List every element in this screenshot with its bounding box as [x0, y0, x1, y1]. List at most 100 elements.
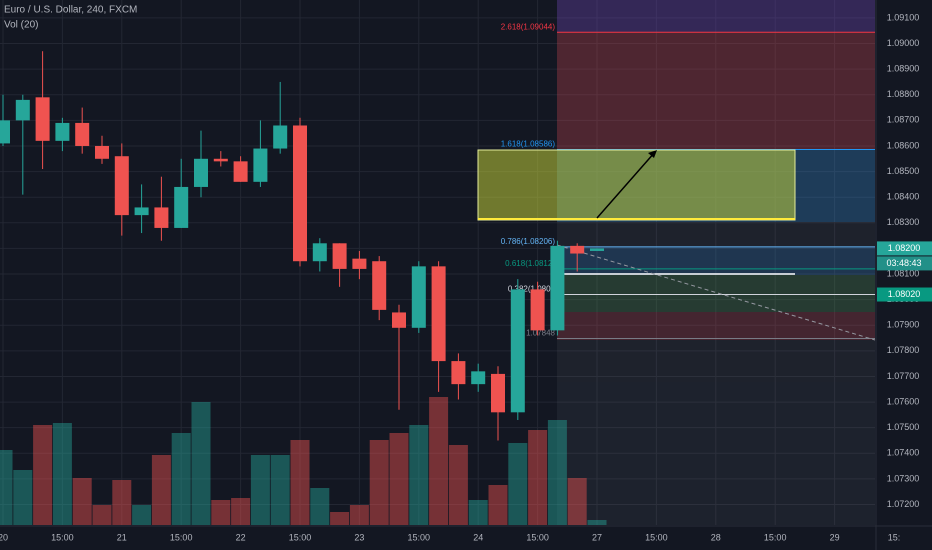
- volume-bar: [349, 505, 369, 525]
- candle-body: [411, 266, 426, 328]
- y-tick-label: 1.09100: [887, 12, 920, 22]
- candle-body: [491, 373, 505, 413]
- candle-body: [0, 120, 10, 144]
- volume-bar: [389, 433, 409, 525]
- volume-bar: [567, 478, 587, 525]
- fib-zone: [557, 32, 875, 149]
- y-tick-label: 1.07900: [887, 320, 920, 330]
- candle-body: [75, 122, 90, 146]
- volume-bar: [468, 500, 488, 525]
- candle-body: [35, 97, 50, 141]
- candle-body: [154, 207, 169, 228]
- y-tick-label: 1.08800: [887, 89, 920, 99]
- candle-body: [590, 248, 604, 251]
- volume-bar: [250, 455, 270, 525]
- y-tick-label: 1.08500: [887, 166, 920, 176]
- candle-body: [550, 245, 565, 331]
- x-tick-label: 22: [236, 532, 246, 542]
- y-tick-label: 1.08600: [887, 140, 920, 150]
- y-tick-label: 1.07200: [887, 499, 920, 509]
- candle-body: [332, 243, 347, 269]
- y-tick-label: 1.08400: [887, 192, 920, 202]
- volume-bar: [112, 480, 132, 525]
- volume-bar: [587, 520, 607, 525]
- candle-body: [352, 258, 367, 269]
- candle-body: [15, 99, 30, 121]
- volume-bar: [409, 425, 429, 525]
- volume-bar: [92, 505, 112, 525]
- volume-bar: [0, 450, 13, 525]
- fib-zone: [557, 0, 875, 32]
- x-tick-label: 15:00: [289, 532, 312, 542]
- target-box: [477, 149, 796, 221]
- fib-label: 0.618(1.0812): [505, 259, 555, 268]
- fib-label: 2.618(1.09044): [501, 22, 556, 31]
- projection-area: [557, 0, 875, 525]
- y-tick-label: 1.07500: [887, 422, 920, 432]
- y-tick-label: 1.07400: [887, 448, 920, 458]
- countdown-tag: [877, 256, 932, 271]
- price-tag-label: 1.08020: [888, 289, 921, 299]
- candle-body: [174, 186, 189, 228]
- chart-title: Euro / U.S. Dollar, 240, FXCM: [4, 5, 137, 16]
- candle-body: [253, 148, 268, 182]
- volume-bar: [547, 420, 567, 525]
- volume-bar: [33, 425, 53, 525]
- y-tick-label: 1.08300: [887, 217, 920, 227]
- x-tick-label: 15:00: [51, 532, 74, 542]
- candle-body: [372, 261, 387, 310]
- fib-zone: [557, 247, 875, 275]
- volume-layer: [0, 397, 607, 525]
- x-tick-label: 21: [117, 532, 127, 542]
- x-tick-label: 20: [0, 532, 8, 542]
- candle-body: [114, 156, 129, 216]
- volume-bar: [290, 440, 310, 525]
- volume-bar: [52, 423, 72, 525]
- volume-bar: [528, 430, 548, 525]
- candle-body: [510, 289, 525, 413]
- countdown-label: 03:48:43: [886, 258, 921, 268]
- candle-body: [213, 158, 228, 162]
- x-tick-label: 15:00: [764, 532, 787, 542]
- x-tick-label: 27: [592, 532, 602, 542]
- y-tick-label: 1.08700: [887, 115, 920, 125]
- x-tick-label: 15:: [888, 532, 901, 542]
- candle-body: [273, 125, 288, 149]
- y-tick-label: 1.07800: [887, 345, 920, 355]
- y-tick-label: 1.08100: [887, 268, 920, 278]
- candle-body: [451, 361, 466, 385]
- volume-bar: [448, 445, 468, 525]
- x-tick-label: 15:00: [645, 532, 668, 542]
- fib-zone: [557, 275, 875, 312]
- x-tick-label: 24: [473, 532, 483, 542]
- x-tick-label: 29: [830, 532, 840, 542]
- trend-line: [556, 244, 876, 341]
- candle-body: [293, 125, 307, 262]
- candle-body: [95, 145, 109, 159]
- candle-body: [471, 371, 486, 385]
- arrow-line: [596, 151, 656, 219]
- y-tick-label: 1.07600: [887, 396, 920, 406]
- candle-body: [392, 312, 406, 328]
- candle-body: [134, 207, 149, 216]
- candle-body: [431, 266, 446, 362]
- volume-bar: [211, 500, 231, 525]
- fib-zone: [557, 312, 875, 340]
- fib-label: 1.618(1.08586): [501, 140, 556, 149]
- arrow-head: [648, 150, 657, 158]
- candle-body: [312, 243, 327, 262]
- y-tick-label: 1.07700: [887, 371, 920, 381]
- axis-layer: 1.09100 1.09000 1.08900 1.08800 1.08700 1.086…: [0, 12, 932, 542]
- price-tag: [877, 287, 932, 302]
- volume-bar: [508, 443, 528, 525]
- volume-bar: [429, 397, 449, 525]
- volume-bar: [72, 478, 92, 525]
- y-tick-label: 1.08900: [887, 64, 920, 74]
- x-tick-label: 28: [711, 532, 721, 542]
- x-tick-label: 15:00: [408, 532, 431, 542]
- volume-bar: [171, 433, 191, 525]
- volume-bar: [488, 485, 508, 525]
- candle-body: [55, 122, 70, 141]
- volume-bar: [151, 455, 171, 525]
